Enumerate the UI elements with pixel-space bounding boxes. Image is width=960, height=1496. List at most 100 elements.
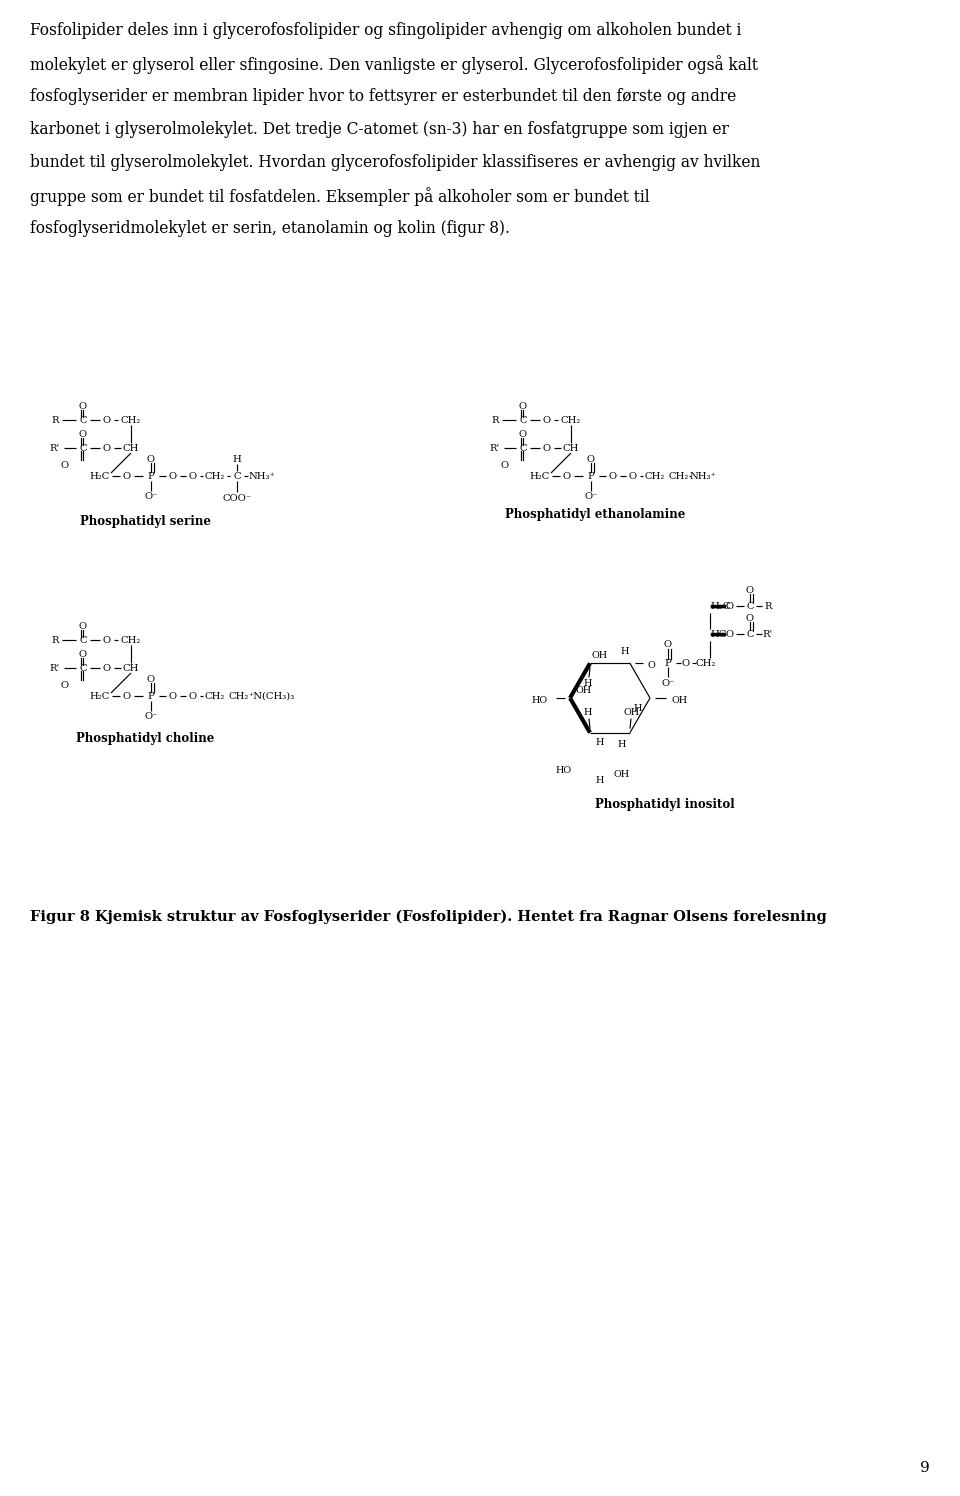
Text: O: O — [79, 621, 87, 630]
Text: O: O — [147, 455, 156, 464]
Text: OH: OH — [672, 696, 688, 705]
Text: O: O — [648, 661, 656, 670]
Text: O: O — [587, 455, 595, 464]
Text: O: O — [519, 401, 527, 410]
Text: CH: CH — [123, 664, 139, 673]
Text: P: P — [664, 658, 671, 667]
Text: karbonet i glyserolmolekylet. Det tredje C-atomet (sn-3) har en fosfatgruppe som: karbonet i glyserolmolekylet. Det tredje… — [30, 121, 729, 138]
Text: HO: HO — [532, 696, 548, 705]
Text: H₂C: H₂C — [710, 601, 731, 610]
Text: Fosfolipider deles inn i glycerofosfolipider og sfingolipider avhengig om alkoho: Fosfolipider deles inn i glycerofosfolip… — [30, 22, 741, 39]
Text: 9: 9 — [921, 1462, 930, 1475]
Text: O⁻: O⁻ — [144, 492, 157, 501]
Text: O: O — [103, 443, 111, 452]
Text: gruppe som er bundet til fosfatdelen. Eksempler på alkoholer som er bundet til: gruppe som er bundet til fosfatdelen. Ek… — [30, 187, 650, 206]
Text: NH₃⁺: NH₃⁺ — [249, 471, 276, 480]
Text: R': R' — [763, 630, 773, 639]
Text: H: H — [618, 741, 626, 749]
Text: O: O — [189, 471, 197, 480]
Text: R: R — [51, 636, 59, 645]
Text: CH₂: CH₂ — [121, 636, 141, 645]
Text: bundet til glyserolmolekylet. Hvordan glycerofosfolipider klassifiseres er avhen: bundet til glyserolmolekylet. Hvordan gl… — [30, 154, 760, 171]
Text: HO: HO — [556, 766, 572, 775]
Text: R': R' — [50, 664, 60, 673]
Text: O: O — [519, 429, 527, 438]
Text: molekylet er glyserol eller sfingosine. Den vanligste er glyserol. Glycerofosfol: molekylet er glyserol eller sfingosine. … — [30, 55, 758, 73]
Text: CH: CH — [563, 443, 579, 452]
Text: CH₂: CH₂ — [696, 658, 716, 667]
Text: O: O — [664, 640, 672, 649]
Text: NH₃⁺: NH₃⁺ — [689, 471, 716, 480]
Text: H: H — [584, 679, 592, 688]
Text: O: O — [123, 471, 132, 480]
Text: R': R' — [490, 443, 500, 452]
Text: C: C — [79, 416, 86, 425]
Text: R': R' — [50, 443, 60, 452]
Text: CH₂: CH₂ — [669, 471, 689, 480]
Text: O: O — [60, 461, 69, 470]
Text: P: P — [588, 471, 594, 480]
Text: CH₂: CH₂ — [228, 691, 250, 700]
Text: O: O — [169, 471, 177, 480]
Text: H: H — [596, 738, 604, 747]
Text: H: H — [634, 703, 642, 712]
Text: CH₂: CH₂ — [204, 691, 226, 700]
Text: O: O — [103, 664, 111, 673]
Text: O: O — [60, 681, 69, 690]
Text: C: C — [79, 636, 86, 645]
Text: CH₂: CH₂ — [561, 416, 581, 425]
Text: C: C — [79, 443, 86, 452]
Text: OH: OH — [614, 769, 630, 778]
Text: C: C — [79, 664, 86, 673]
Text: R: R — [764, 601, 772, 610]
Text: H: H — [232, 455, 241, 464]
Text: R: R — [51, 416, 59, 425]
Text: O: O — [543, 416, 551, 425]
Text: O: O — [147, 675, 156, 684]
Text: OH: OH — [624, 708, 640, 717]
Text: Phosphatidyl serine: Phosphatidyl serine — [80, 515, 210, 528]
Text: O: O — [563, 471, 571, 480]
Text: C: C — [519, 416, 527, 425]
Text: O: O — [726, 601, 734, 610]
Text: H: H — [596, 775, 604, 784]
Text: H₂C: H₂C — [530, 471, 550, 480]
Text: COO⁻: COO⁻ — [223, 494, 252, 503]
Text: O: O — [103, 416, 111, 425]
Text: C: C — [233, 471, 241, 480]
Text: ⁺N(CH₃)₃: ⁺N(CH₃)₃ — [248, 691, 294, 700]
Text: O: O — [123, 691, 132, 700]
Text: O: O — [629, 471, 637, 480]
Text: CH₂: CH₂ — [121, 416, 141, 425]
Text: O: O — [103, 636, 111, 645]
Text: C: C — [746, 630, 754, 639]
Text: O: O — [609, 471, 617, 480]
Text: O⁻: O⁻ — [661, 679, 675, 688]
Text: O: O — [746, 613, 754, 622]
Text: O: O — [189, 691, 197, 700]
Text: O: O — [746, 586, 754, 595]
Text: H: H — [584, 708, 592, 717]
Text: O⁻: O⁻ — [144, 712, 157, 721]
Text: O: O — [726, 630, 734, 639]
Text: Phosphatidyl inositol: Phosphatidyl inositol — [595, 797, 734, 811]
Text: P: P — [148, 691, 155, 700]
Text: HC: HC — [710, 630, 727, 639]
Text: O: O — [682, 658, 690, 667]
Text: CH: CH — [123, 443, 139, 452]
Text: H: H — [621, 646, 629, 655]
Text: H₂C: H₂C — [90, 471, 110, 480]
Text: P: P — [148, 471, 155, 480]
Text: R: R — [492, 416, 499, 425]
Text: Phosphatidyl choline: Phosphatidyl choline — [76, 732, 214, 745]
Text: Phosphatidyl ethanolamine: Phosphatidyl ethanolamine — [505, 509, 685, 521]
Text: CH₂: CH₂ — [645, 471, 665, 480]
Text: C: C — [519, 443, 527, 452]
Text: Figur 8 Kjemisk struktur av Fosfoglyserider (Fosfolipider). Hentet fra Ragnar Ol: Figur 8 Kjemisk struktur av Fosfoglyseri… — [30, 910, 827, 925]
Text: O⁻: O⁻ — [585, 492, 598, 501]
Text: C: C — [746, 601, 754, 610]
Text: OH: OH — [592, 651, 608, 660]
Text: OH: OH — [576, 685, 592, 694]
Text: O: O — [79, 401, 87, 410]
Text: O: O — [79, 649, 87, 658]
